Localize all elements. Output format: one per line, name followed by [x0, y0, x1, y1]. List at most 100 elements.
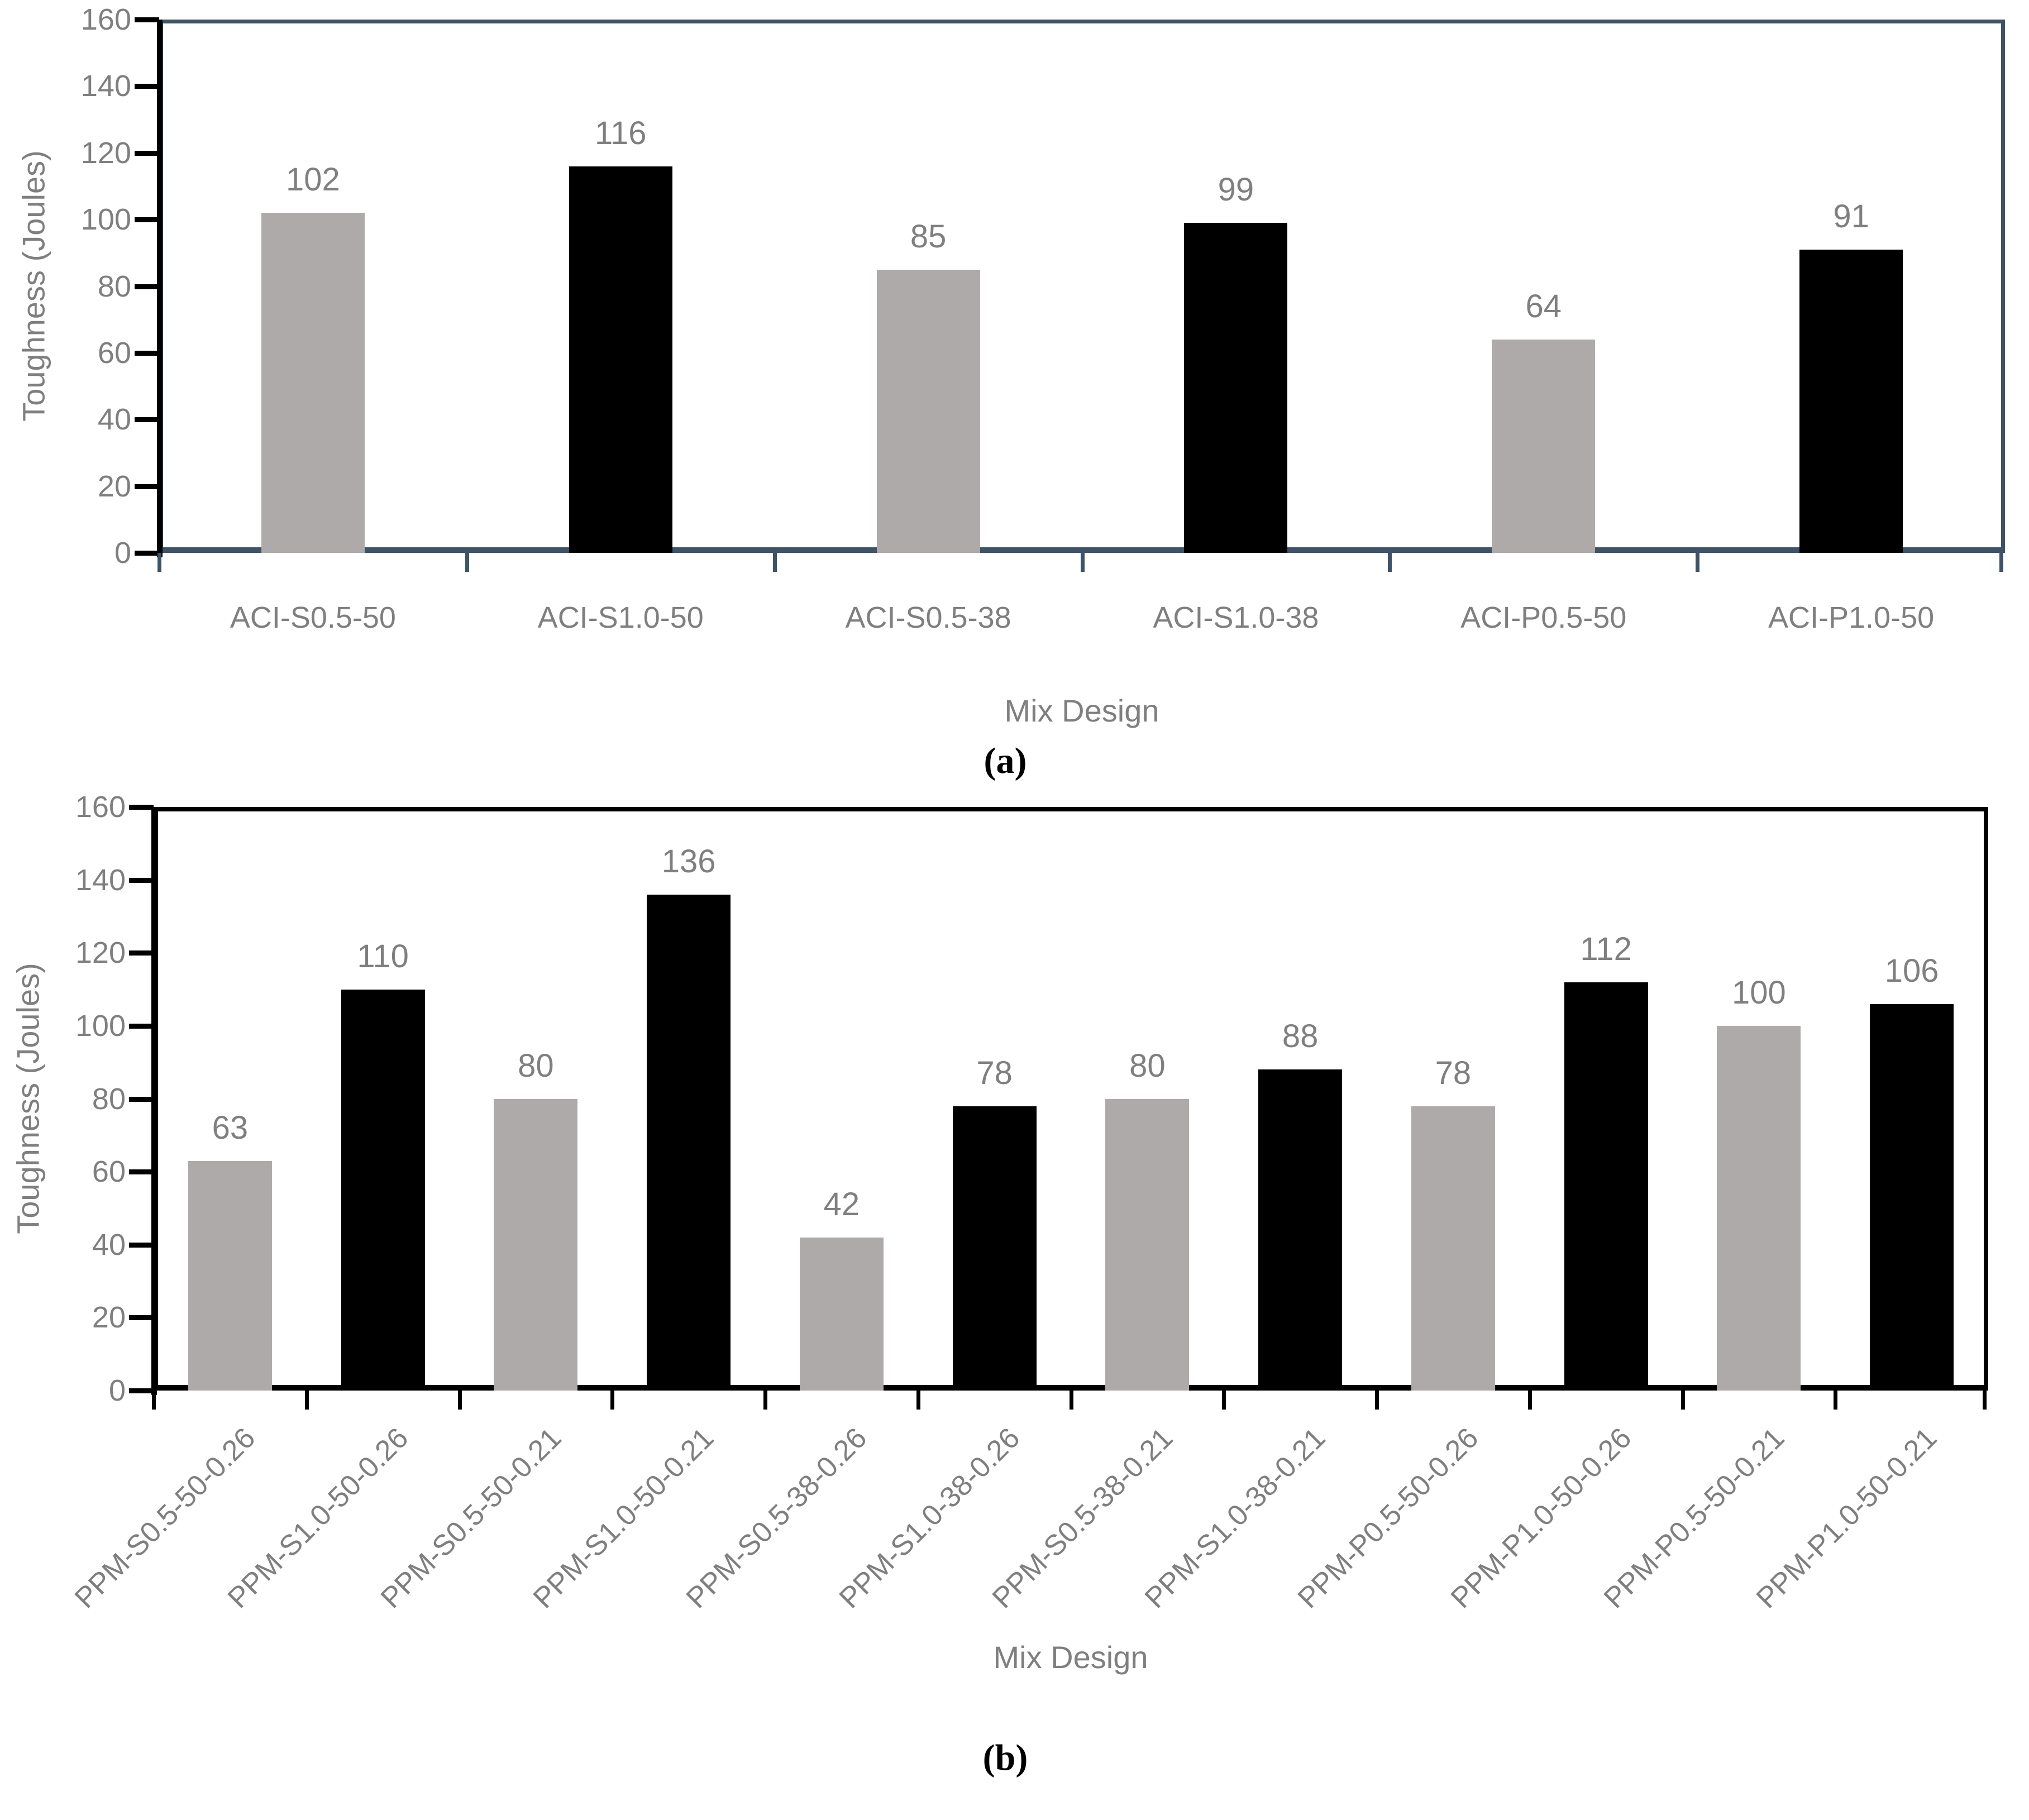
- bar-value-label: 88: [1282, 1018, 1319, 1055]
- bar: [952, 1106, 1037, 1391]
- x-axis-tick: [1080, 553, 1085, 572]
- x-axis-tick: [465, 553, 469, 572]
- bar-value-label: 116: [595, 114, 647, 151]
- bar: [1411, 1106, 1495, 1391]
- bar: [1717, 1025, 1801, 1391]
- bar: [261, 213, 365, 553]
- bar: [1870, 1004, 1954, 1391]
- y-axis-tick: [135, 217, 159, 223]
- y-axis-tick: [135, 150, 159, 156]
- x-axis-tick: [916, 1391, 920, 1410]
- x-axis-tick: [1834, 1391, 1838, 1410]
- x-axis-title-a: Mix Design: [1004, 693, 1159, 728]
- x-tick-label: ACI-S1.0-50: [537, 601, 704, 634]
- y-axis-tick: [129, 950, 154, 956]
- x-axis-tick: [610, 1391, 615, 1410]
- y-tick-label: 160: [80, 3, 131, 36]
- y-axis-tick: [135, 484, 159, 489]
- bar: [647, 894, 731, 1391]
- bar-value-label: 100: [1731, 974, 1786, 1011]
- x-tick-label: ACI-P1.0-50: [1768, 601, 1935, 634]
- y-axis-tick: [135, 350, 159, 356]
- y-tick-label: 40: [92, 1227, 126, 1262]
- x-axis-tick: [304, 1391, 309, 1410]
- bar-value-label: 80: [518, 1047, 554, 1084]
- bar: [569, 166, 672, 553]
- x-axis-tick: [1527, 1391, 1532, 1410]
- y-tick-label: 160: [75, 790, 126, 824]
- bar: [876, 269, 980, 553]
- bar: [341, 989, 425, 1391]
- caption-b: (b): [982, 1737, 1028, 1778]
- y-axis-tick: [129, 877, 154, 883]
- bar-value-label: 42: [823, 1186, 860, 1222]
- x-axis-tick: [457, 1391, 462, 1410]
- bar: [1564, 982, 1648, 1391]
- x-tick-label: ACI-S0.5-38: [845, 601, 1011, 634]
- bar: [1799, 249, 1903, 553]
- x-axis-tick: [157, 553, 161, 572]
- x-axis-tick: [1069, 1391, 1073, 1410]
- y-axis-tick: [129, 1023, 154, 1029]
- y-tick-label: 40: [97, 403, 131, 437]
- bar-value-label: 112: [1580, 930, 1632, 967]
- y-axis-tick: [129, 1388, 154, 1393]
- x-axis-tick: [1681, 1391, 1685, 1410]
- y-tick-label: 100: [80, 203, 131, 237]
- x-tick-label: ACI-S0.5-50: [230, 601, 396, 634]
- x-axis-tick: [1983, 1391, 1987, 1410]
- y-axis-tick: [135, 17, 159, 22]
- caption-a: (a): [984, 741, 1027, 781]
- y-axis-tick: [135, 84, 159, 89]
- bar: [188, 1160, 272, 1391]
- plot-area-a: [159, 20, 2005, 553]
- bar: [494, 1098, 578, 1391]
- y-axis-tick: [129, 1242, 154, 1248]
- x-axis-tick: [1375, 1391, 1379, 1410]
- bar-value-label: 136: [661, 843, 716, 880]
- x-axis-tick: [763, 1391, 767, 1410]
- y-axis-line-a: [157, 20, 163, 557]
- y-tick-label: 60: [92, 1155, 126, 1189]
- bar: [1258, 1069, 1343, 1391]
- y-axis-line-b: [151, 807, 157, 1395]
- bar-value-label: 91: [1833, 198, 1869, 235]
- x-axis-tick: [1999, 553, 2003, 572]
- x-tick-label: ACI-S1.0-38: [1153, 601, 1319, 634]
- x-axis-tick: [772, 553, 777, 572]
- y-tick-label: 80: [92, 1082, 126, 1116]
- y-tick-label: 100: [75, 1009, 126, 1043]
- y-tick-label: 120: [80, 136, 131, 170]
- x-axis-tick: [1388, 553, 1392, 572]
- y-axis-tick: [135, 284, 159, 289]
- y-axis-tick: [135, 417, 159, 423]
- bar-value-label: 80: [1129, 1047, 1166, 1084]
- bar-value-label: 78: [1435, 1054, 1472, 1091]
- bar: [1492, 340, 1596, 553]
- y-tick-label: 140: [75, 863, 126, 897]
- y-tick-label: 140: [80, 69, 131, 103]
- x-axis-tick: [152, 1391, 156, 1410]
- bar-value-label: 99: [1218, 171, 1254, 208]
- x-axis-tick: [1222, 1391, 1226, 1410]
- bar: [1105, 1098, 1190, 1391]
- y-axis-tick: [129, 1096, 154, 1102]
- bar: [799, 1237, 884, 1391]
- bar-value-label: 106: [1884, 952, 1939, 989]
- y-tick-label: 60: [97, 336, 131, 370]
- y-axis-tick: [129, 1315, 154, 1321]
- y-tick-label: 20: [97, 469, 131, 503]
- bar-value-label: 102: [286, 161, 340, 198]
- y-tick-label: 0: [114, 536, 131, 570]
- x-tick-label: ACI-P0.5-50: [1460, 601, 1627, 634]
- y-tick-label: 20: [92, 1301, 126, 1335]
- bar-value-label: 63: [212, 1109, 249, 1146]
- bar-value-label: 78: [976, 1054, 1013, 1091]
- x-axis-tick: [1696, 553, 1700, 572]
- y-axis-tick: [129, 1169, 154, 1175]
- bar: [1184, 223, 1288, 553]
- y-tick-label: 120: [75, 936, 126, 970]
- bar-value-label: 85: [910, 218, 947, 255]
- y-tick-label: 80: [97, 269, 131, 303]
